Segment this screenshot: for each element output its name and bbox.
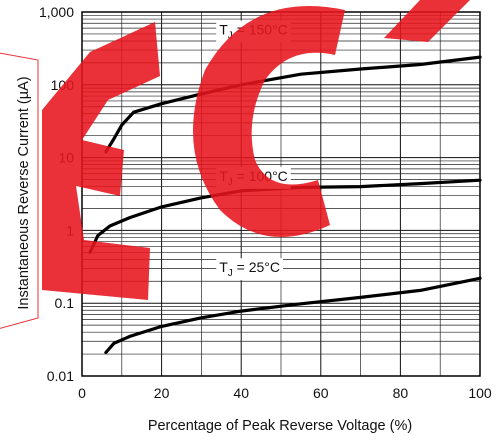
- watermark-graphic: [0, 0, 470, 329]
- series-label-symbol: T: [219, 22, 228, 38]
- y-tick-label: 1,000: [39, 4, 74, 20]
- series-line: [104, 276, 482, 355]
- series-label-background: [216, 258, 284, 281]
- y-tick-label: 0.01: [47, 368, 74, 384]
- x-tick-label: 80: [393, 385, 409, 401]
- series-label-symbol: T: [219, 259, 228, 275]
- series-label: TJ = 25°C: [219, 259, 280, 279]
- y-axis-title: Instantaneous Reverse Current (µA): [16, 76, 32, 309]
- x-tick-label: 0: [78, 385, 86, 401]
- y-tick-label: 0.1: [55, 295, 75, 311]
- chart-grid: [81, 11, 481, 377]
- x-tick-label: 60: [313, 385, 329, 401]
- series-label-value: = 25°C: [233, 259, 280, 275]
- x-tick-label: 20: [154, 385, 170, 401]
- series-label-subscript: J: [228, 268, 233, 279]
- x-tick-label: 100: [468, 385, 492, 401]
- series-label-subscript: J: [228, 31, 233, 42]
- x-axis-title: Percentage of Peak Reverse Voltage (%): [148, 418, 412, 434]
- x-tick-label: 40: [233, 385, 249, 401]
- series-line: [88, 178, 482, 254]
